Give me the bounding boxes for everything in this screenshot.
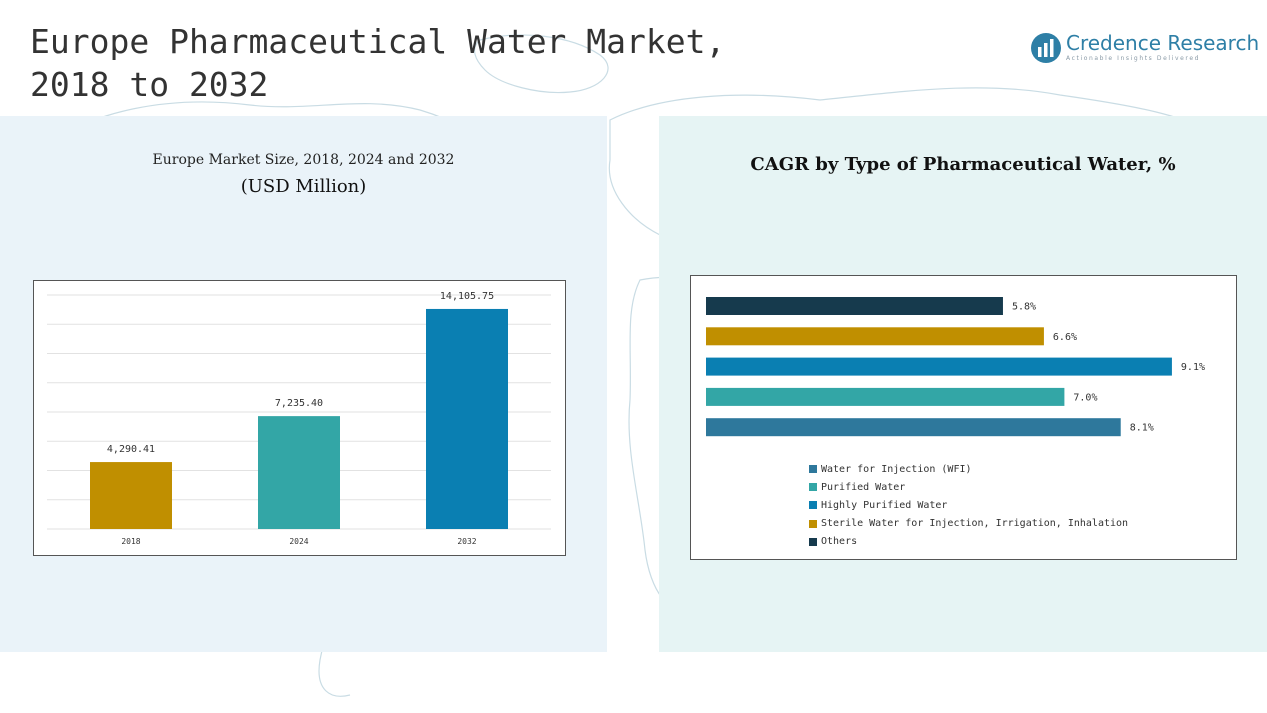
legend-label: Purified Water [821,481,906,493]
cagr-chart: 5.8% 6.6% 9.1% 7.0% 8.1% Water for Injection… [690,275,1237,560]
bar-value-label: 7,235.40 [275,398,323,409]
cagr-value-label: 6.6% [1053,332,1077,343]
legend-swatch [809,465,817,474]
bar-value-label: 4,290.41 [107,444,155,455]
market-size-chart-title: Europe Market Size, 2018, 2024 and 2032 [152,152,455,168]
logo-mark-icon [1031,33,1061,63]
bar-2032 [426,308,508,529]
cagr-chart-title: CAGR by Type of Pharmaceutical Water, % [750,154,1176,175]
market-size-chart-unit: (USD Million) [240,176,367,197]
legend-label: Highly Purified Water [821,499,948,511]
cagr-bar [706,357,1172,376]
cagr-value-label: 5.8% [1012,302,1036,313]
credence-research-logo: Credence Research Actionable Insights De… [1030,31,1259,66]
legend-item: Purified Water [809,478,1128,496]
bar-value-label: 14,105.75 [440,291,494,302]
logo-tagline: Actionable Insights Delivered [1066,55,1201,62]
legend-item: Highly Purified Water [809,496,1128,514]
legend-swatch [809,483,817,492]
legend-item: Sterile Water for Injection, Irrigation,… [809,515,1128,533]
cagr-value-label: 9.1% [1181,362,1205,373]
cagr-bar [706,387,1065,406]
market-size-chart-svg: 4,290.41 2018 7,235.40 2024 14,105.75 2032 [47,291,551,546]
x-tick-label: 2024 [289,537,308,546]
market-size-chart: 4,290.41 2018 7,235.40 2024 14,105.75 2032 [33,280,566,556]
legend-label: Water for Injection (WFI) [821,463,972,475]
page-title-line2: 2018 to 2032 [30,65,269,104]
legend-swatch [809,537,817,546]
bar-2018 [90,462,172,529]
cagr-bar [706,327,1044,346]
logo-name: Credence Research [1066,31,1260,55]
legend-swatch [809,519,817,528]
x-tick-label: 2018 [121,537,140,546]
cagr-value-label: 7.0% [1073,392,1097,403]
legend-label: Others [821,536,858,548]
cagr-legend: Water for Injection (WFI) Purified Water H… [809,460,1128,551]
x-tick-label: 2032 [457,537,476,546]
cagr-value-label: 8.1% [1130,423,1154,434]
page-title-line1: Europe Pharmaceutical Water Market, [30,22,726,61]
legend-item: Water for Injection (WFI) [809,460,1128,478]
legend-swatch [809,501,817,510]
legend-item: Others [809,533,1128,551]
bar-2024 [258,416,340,529]
page-title: Europe Pharmaceutical Water Market, 2018… [30,20,725,106]
cagr-chart-svg: 5.8% 6.6% 9.1% 7.0% 8.1% [706,297,1205,437]
legend-label: Sterile Water for Injection, Irrigation,… [821,518,1129,530]
cagr-bar [706,297,1003,315]
cagr-bar [706,418,1121,437]
